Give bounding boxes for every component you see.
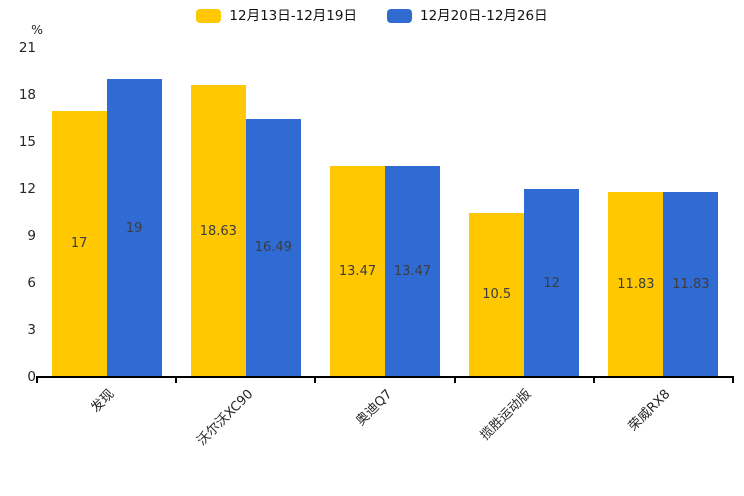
bar-series1-cat4: 11.83 <box>663 191 719 377</box>
x-axis-line <box>36 376 734 378</box>
bar-series0-cat0: 17 <box>51 110 107 377</box>
bar-value-label-series1-cat2: 13.47 <box>393 263 432 279</box>
plot-area: 17 19 18.63 16.49 13.47 13.47 10.5 12 11.83 11.83 <box>37 48 733 377</box>
bar-value-label-series0-cat2: 13.47 <box>338 263 377 279</box>
x-category-label-0: 发现 <box>88 386 118 416</box>
bar-value-label-series0-cat0: 17 <box>70 236 88 252</box>
x-category-label-1: 沃尔沃XC90 <box>194 386 257 449</box>
x-category-label-2: 奥迪Q7 <box>353 386 396 429</box>
x-tick-4 <box>592 378 595 383</box>
x-tick-2 <box>314 378 317 383</box>
legend-label-series1: 12月20日-12月26日 <box>420 8 548 24</box>
bar-series1-cat0: 19 <box>106 79 162 377</box>
y-tick-label-0: 0 <box>27 369 36 385</box>
x-tick-0 <box>36 378 38 383</box>
bar-value-label-series1-cat1: 16.49 <box>254 240 292 256</box>
legend-swatch-series0 <box>196 9 222 23</box>
bar-series1-cat2: 13.47 <box>385 165 440 377</box>
y-tick-label-6: 6 <box>27 275 36 291</box>
bar-series0-cat1: 18.63 <box>190 85 246 377</box>
legend-swatch-series1 <box>387 9 412 23</box>
bar-value-label-series0-cat3: 10.5 <box>482 287 512 303</box>
y-tick-label-9: 9 <box>27 228 36 244</box>
x-category-label-4: 荣威RX8 <box>626 386 674 435</box>
x-tick-3 <box>453 378 456 383</box>
x-category-label-3: 揽胜运动版 <box>478 386 535 444</box>
bar-series0-cat3: 10.5 <box>469 212 525 377</box>
x-tick-5 <box>732 378 734 383</box>
legend-item-series1: 12月20日-12月26日 <box>387 8 548 24</box>
legend-label-series0: 12月13日-12月19日 <box>229 8 357 24</box>
legend-item-series0: 12月13日-12月19日 <box>196 8 357 24</box>
bar-value-label-series1-cat0: 19 <box>125 220 143 236</box>
y-tick-label-3: 3 <box>27 322 36 338</box>
y-tick-label-15: 15 <box>18 134 36 150</box>
bar-value-label-series1-cat4: 11.83 <box>672 276 710 292</box>
x-tick-1 <box>175 378 178 383</box>
bar-series0-cat2: 13.47 <box>330 165 385 377</box>
y-tick-label-12: 12 <box>18 181 36 197</box>
bar-value-label-series0-cat1: 18.63 <box>199 223 237 239</box>
y-tick-label-21: 21 <box>18 40 36 56</box>
y-axis-unit-label: % <box>31 22 43 37</box>
bar-value-label-series1-cat3: 12 <box>543 275 560 291</box>
bar-value-label-series0-cat4: 11.83 <box>617 276 655 292</box>
y-tick-label-18: 18 <box>18 87 36 103</box>
bar-series1-cat3: 12 <box>524 189 580 377</box>
bar-series0-cat4: 11.83 <box>608 191 664 377</box>
chart-legend: 12月13日-12月19日 12月20日-12月26日 <box>0 8 744 24</box>
bar-series1-cat1: 16.49 <box>245 118 301 377</box>
